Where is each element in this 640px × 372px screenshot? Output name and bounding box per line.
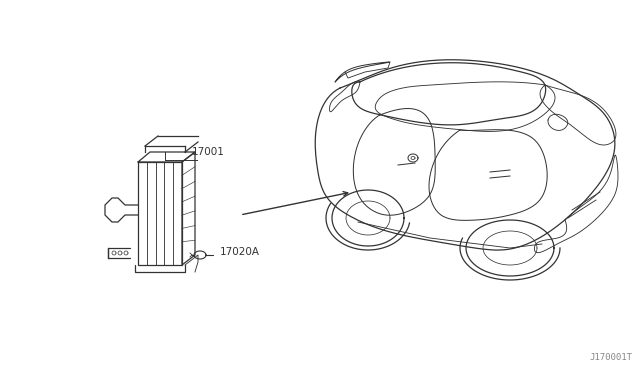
Text: 17020A: 17020A: [220, 247, 260, 257]
Text: J170001T: J170001T: [589, 353, 632, 362]
Text: 17001: 17001: [192, 147, 225, 157]
